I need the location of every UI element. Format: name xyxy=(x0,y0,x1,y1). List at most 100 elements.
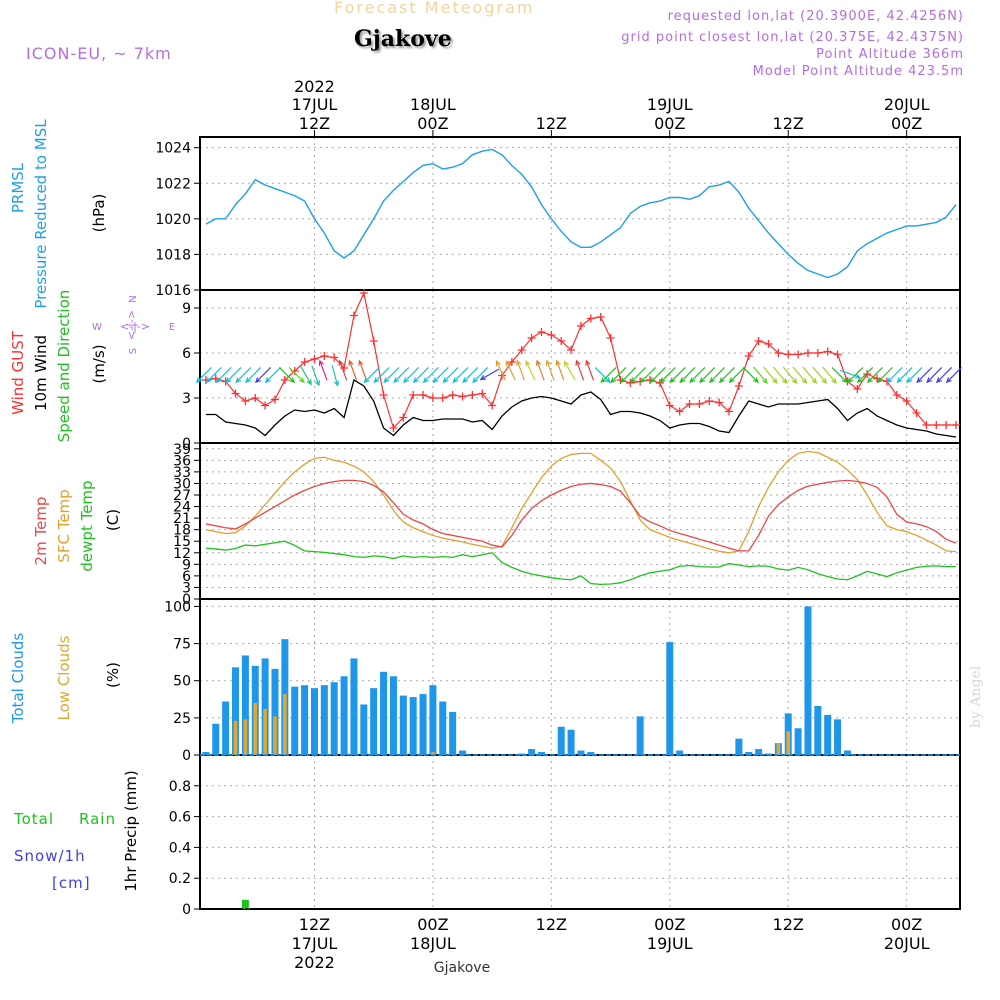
wind-arrow xyxy=(442,367,459,384)
gust-point xyxy=(813,349,822,357)
compass-north: N xyxy=(128,295,139,302)
time-tick-label: 00Z xyxy=(417,915,448,934)
label-dewpt-temp: dewpt Temp xyxy=(78,480,96,571)
y-tick-label: 1018 xyxy=(155,247,191,263)
gust-point xyxy=(448,391,457,399)
wind-arrow xyxy=(383,367,400,384)
wind-arrow xyxy=(906,367,923,384)
wind-arrow xyxy=(763,366,778,385)
series-line-prmsl xyxy=(205,148,957,279)
y-tick-label: 6 xyxy=(182,346,191,362)
panel-precip: 0 0.2 0.4 0.6 0.8 xyxy=(169,754,961,918)
total-cloud-bar xyxy=(222,701,230,755)
compass-horizontal: <-|-> xyxy=(120,320,150,333)
total-cloud-bar xyxy=(202,752,210,755)
wind-arrow xyxy=(594,367,611,384)
y-tick-label: 25 xyxy=(173,711,191,727)
time-tick-label: 2022 xyxy=(294,953,335,972)
total-cloud-bar xyxy=(577,750,585,755)
low-cloud-bar xyxy=(776,743,781,755)
compass-icon: N S W E <-|-><-|-> xyxy=(92,295,175,354)
total-cloud-bar xyxy=(399,695,407,755)
y-tick-label: 1020 xyxy=(155,212,191,228)
y-tick-label: 9 xyxy=(182,557,191,573)
label-cm: [cm] xyxy=(52,874,91,892)
y-tick-label: 33 xyxy=(173,465,191,481)
y-tick-label: 1022 xyxy=(155,176,191,192)
label-low-clouds: Low Clouds xyxy=(55,635,73,720)
y-tick-label: 12 xyxy=(173,546,191,562)
total-cloud-bar xyxy=(419,694,427,755)
gust-point xyxy=(873,374,882,383)
gust-point xyxy=(892,391,901,399)
gust-point xyxy=(764,340,773,348)
wind-arrow xyxy=(728,367,745,384)
y-tick-label: 30 xyxy=(173,476,191,492)
gust-point xyxy=(803,349,812,357)
wind-arrow xyxy=(264,367,281,384)
wind-arrow xyxy=(847,367,864,384)
wind-arrow xyxy=(610,367,627,384)
gust-point xyxy=(675,407,684,416)
rain-bar xyxy=(241,899,249,909)
y-tick-label: 27 xyxy=(173,488,191,504)
gust-point xyxy=(478,389,487,398)
label-rain: Rain xyxy=(79,810,116,828)
total-cloud-bar xyxy=(310,688,318,755)
gust-point xyxy=(912,409,921,417)
total-cloud-bar xyxy=(557,726,565,755)
total-cloud-bar xyxy=(212,723,220,755)
gust-point xyxy=(458,392,467,401)
wind-arrow xyxy=(331,365,340,387)
chart-header-title: Forecast Meteogram xyxy=(334,0,535,17)
wind-arrow xyxy=(311,365,321,387)
gust-point xyxy=(310,355,319,363)
wind-arrow xyxy=(363,367,380,384)
gust-point xyxy=(932,421,941,429)
wind-arrow xyxy=(945,367,962,384)
total-cloud-bar xyxy=(755,749,763,755)
label-celsius: (C) xyxy=(104,509,122,531)
wind-arrow xyxy=(472,367,489,384)
gust-point xyxy=(507,358,516,366)
gust-point xyxy=(369,337,378,345)
time-tick-label: 00Z xyxy=(891,114,922,133)
y-tick-label: 6 xyxy=(182,569,191,585)
compass-west: W xyxy=(92,322,102,333)
grid-point-location: grid point closest lon,lat (20.375E, 42.… xyxy=(621,30,964,45)
gust-point xyxy=(576,322,585,330)
gust-point xyxy=(379,391,388,399)
wind-arrow xyxy=(495,359,506,381)
total-cloud-bar xyxy=(843,750,851,755)
gust-point xyxy=(517,346,526,354)
label-2m-temp: 2m Temp xyxy=(32,497,50,566)
time-tick-label: 12Z xyxy=(536,114,567,133)
gust-point xyxy=(320,352,329,360)
total-cloud-bar xyxy=(380,671,388,755)
y-tick-label: 75 xyxy=(173,637,191,653)
low-cloud-bar xyxy=(431,752,435,755)
wind-direction-arrows xyxy=(195,359,962,387)
panel-frame xyxy=(199,289,961,444)
gust-point xyxy=(567,346,576,354)
wind-arrow xyxy=(525,359,536,381)
series-line-2m-temp xyxy=(205,479,957,552)
series-line-dewpoint xyxy=(205,540,957,586)
gust-point xyxy=(270,395,279,404)
gust-point xyxy=(922,421,931,429)
time-tick-label: 18JUL xyxy=(410,95,456,114)
y-tick-label: 3 xyxy=(182,580,191,596)
gust-point xyxy=(399,413,408,422)
wind-arrow xyxy=(225,367,242,384)
total-cloud-bar xyxy=(764,753,772,755)
wind-arrow xyxy=(462,367,479,384)
wind-arrow xyxy=(876,367,893,384)
y-tick-label: 1016 xyxy=(155,283,191,299)
time-tick-label: 00Z xyxy=(891,915,922,934)
low-cloud-bar xyxy=(786,731,791,755)
total-cloud-bar xyxy=(340,676,348,755)
gust-point xyxy=(863,370,872,378)
total-cloud-bar xyxy=(587,752,595,755)
label-1hr-precip: 1hr Precip (mm) xyxy=(122,770,140,891)
